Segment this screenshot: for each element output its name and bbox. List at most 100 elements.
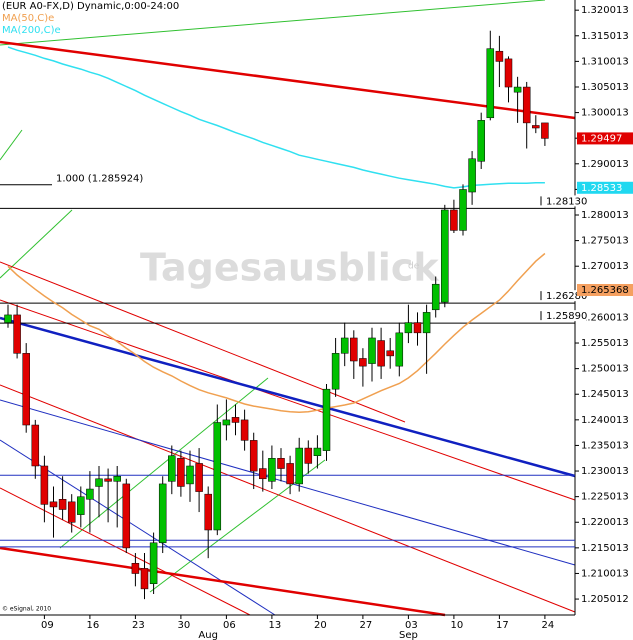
candle-body — [13, 314, 21, 354]
candle — [22, 343, 30, 433]
candle-body — [477, 120, 485, 162]
candle-body — [177, 458, 185, 487]
month-label: Aug — [198, 630, 218, 640]
y-tick-label: 1.235013 — [581, 440, 629, 451]
candle — [195, 448, 203, 513]
candle-body — [450, 209, 458, 231]
candle — [4, 304, 12, 328]
candle-body — [340, 337, 349, 354]
candle — [422, 304, 431, 374]
y-tick-label: 1.250013 — [581, 364, 629, 375]
candle-body — [350, 337, 358, 362]
level-label: 1.25890 — [546, 311, 587, 322]
y-tick-label: 1.240013 — [581, 415, 629, 426]
trendline — [0, 0, 546, 46]
candle — [49, 486, 58, 538]
candle — [486, 30, 495, 121]
price-tag-label: 1.265368 — [581, 285, 629, 296]
y-tick-label: 1.310013 — [581, 56, 629, 67]
chart-title: (EUR A0-FX,D) Dynamic,0:00-24:00 — [2, 1, 179, 12]
candle — [249, 432, 258, 490]
candle-body — [268, 458, 276, 482]
candle-body — [67, 501, 76, 523]
candle-body — [4, 314, 12, 323]
y-tick-label: 1.320013 — [581, 5, 629, 16]
candle-body — [295, 447, 303, 485]
candle-body — [368, 337, 376, 364]
price-tag — [577, 181, 633, 194]
candle — [395, 322, 404, 377]
candle-body — [31, 424, 40, 467]
candle-body — [95, 478, 103, 487]
candle — [268, 445, 276, 490]
legend-entry: MA(200,C)e — [2, 25, 61, 36]
candle — [541, 122, 549, 146]
candle — [104, 468, 112, 523]
candle — [377, 327, 385, 379]
candle-body — [186, 465, 194, 485]
candle — [86, 471, 94, 533]
candle-body — [113, 475, 121, 482]
candle — [158, 476, 167, 554]
candle — [322, 384, 331, 461]
candle-body — [222, 419, 231, 426]
x-tick-label: 20 — [314, 620, 327, 631]
price-tag — [577, 132, 633, 145]
trendline — [59, 377, 269, 549]
y-tick-label: 1.290013 — [581, 159, 629, 170]
ma-line — [7, 252, 546, 413]
candle-body — [377, 340, 385, 367]
candle-body — [422, 312, 431, 334]
candle — [40, 455, 49, 523]
candle-body — [304, 447, 313, 464]
candle — [168, 445, 176, 495]
x-tick-label: 17 — [496, 620, 509, 631]
level-label: 1.28130 — [546, 196, 587, 207]
candle — [295, 437, 303, 492]
price-tag-label: 1.28533 — [581, 183, 622, 194]
y-tick-label: 1.305013 — [581, 82, 629, 93]
x-tick-label: 10 — [451, 620, 464, 631]
candle-body — [204, 493, 212, 531]
candle-body — [286, 463, 294, 485]
level-label-box — [538, 290, 586, 302]
month-label: Sep — [399, 630, 418, 640]
candle — [431, 276, 440, 318]
level-label-box — [538, 195, 586, 207]
y-tick-label: 1.270013 — [581, 261, 629, 272]
candle-body — [149, 542, 158, 585]
candle — [359, 348, 367, 387]
candle-body — [459, 189, 467, 231]
candle — [504, 56, 513, 103]
y-tick-label: 1.230013 — [581, 466, 629, 477]
candle — [31, 419, 40, 479]
candle-body — [131, 563, 140, 574]
trendline — [0, 384, 576, 613]
candle-body — [240, 419, 249, 441]
candle — [13, 304, 21, 359]
candle — [304, 440, 313, 474]
candle — [513, 76, 522, 123]
candle — [113, 465, 121, 528]
candle-body — [331, 353, 340, 390]
candle — [441, 204, 449, 308]
candle-body — [486, 48, 495, 119]
trendline — [0, 299, 576, 501]
candle — [231, 404, 240, 436]
candle — [286, 455, 294, 495]
fib-label: 1.000 (1.285924) — [56, 174, 143, 185]
candle-body — [522, 86, 531, 124]
y-tick-label: 1.215013 — [581, 543, 629, 554]
candle — [213, 404, 222, 536]
x-tick-label: 13 — [269, 620, 282, 631]
candle — [131, 553, 140, 587]
candle-body — [213, 422, 222, 531]
y-tick-label: 1.260013 — [581, 312, 629, 323]
y-tick-label: 1.275013 — [581, 236, 629, 247]
candle — [331, 337, 340, 397]
candle-body — [386, 350, 394, 357]
candle-body — [140, 568, 149, 590]
candle — [413, 312, 422, 346]
candle-body — [431, 283, 440, 311]
credit: © eSignal, 2010 — [2, 606, 51, 613]
